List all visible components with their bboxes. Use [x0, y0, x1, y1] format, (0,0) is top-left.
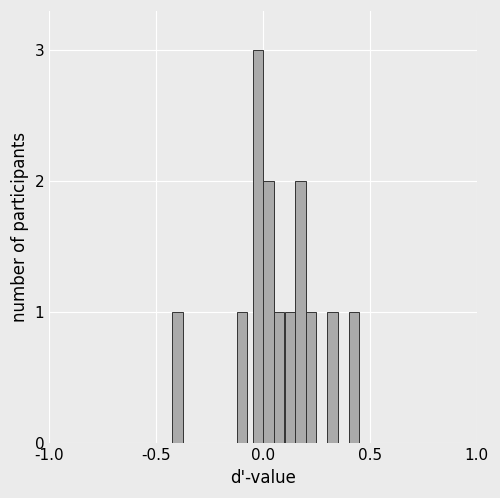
- Bar: [172, 312, 182, 444]
- Bar: [252, 50, 263, 444]
- X-axis label: d'-value: d'-value: [230, 469, 296, 487]
- Bar: [274, 312, 284, 444]
- Y-axis label: number of participants: number of participants: [11, 132, 29, 322]
- Bar: [328, 312, 338, 444]
- Bar: [296, 181, 306, 444]
- Bar: [236, 312, 247, 444]
- Bar: [306, 312, 316, 444]
- Bar: [349, 312, 359, 444]
- Bar: [284, 312, 295, 444]
- Bar: [264, 181, 274, 444]
